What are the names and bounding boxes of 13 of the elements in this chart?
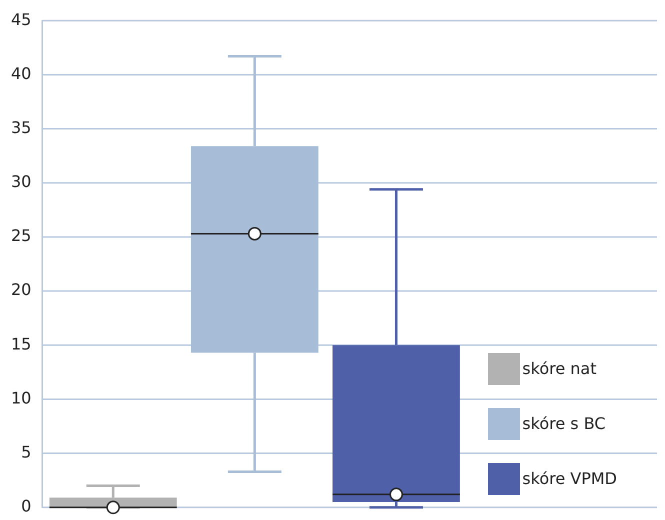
y-tick-label: 15 bbox=[11, 334, 32, 354]
y-tick-label: 35 bbox=[11, 118, 32, 137]
y-tick-label: 25 bbox=[11, 226, 32, 246]
legend-label: skóre nat bbox=[522, 359, 596, 378]
y-tick-label: 5 bbox=[21, 442, 32, 462]
legend-label: skóre VPMD bbox=[522, 469, 617, 488]
legend-label: skóre s BC bbox=[522, 414, 606, 433]
y-tick-label: 10 bbox=[11, 388, 32, 408]
y-tick-label: 0 bbox=[21, 496, 32, 516]
y-tick-label: 45 bbox=[11, 10, 32, 29]
y-tick-label: 30 bbox=[11, 172, 32, 192]
y-tick-label: 20 bbox=[11, 280, 32, 300]
y-tick-label: 40 bbox=[11, 64, 32, 83]
